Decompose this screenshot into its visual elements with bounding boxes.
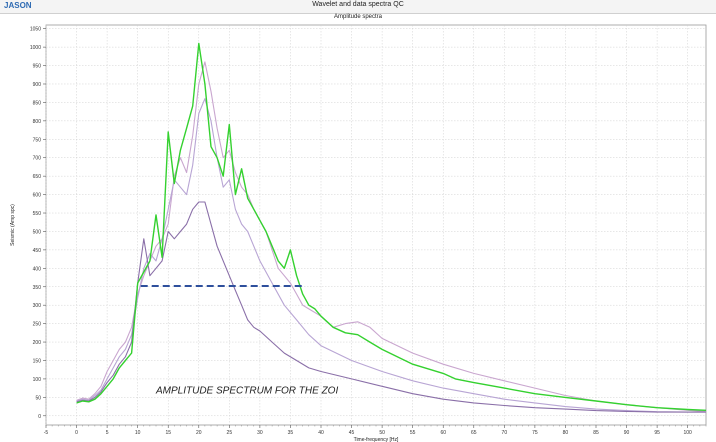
series-line [76,201,706,413]
y-tick-label: 700 [33,156,42,162]
y-tick-label: 750 [33,137,42,143]
x-tick-label: 50 [379,430,385,436]
y-tick-label: 250 [33,322,42,328]
x-tick-label: -5 [44,430,49,436]
x-tick-label: 70 [502,430,508,436]
x-tick-label: 0 [75,430,78,436]
y-tick-label: 1050 [30,27,41,33]
y-tick-label: 0 [38,414,41,420]
x-tick-label: 75 [532,430,538,436]
x-tick-label: 30 [257,430,263,436]
series-line [76,42,707,411]
y-tick-label: 50 [35,395,41,401]
x-axis-label: Time-frequency [Hz] [354,437,399,442]
y-tick-label: 500 [33,229,42,235]
x-tick-label: 35 [288,430,294,436]
x-tick-label: 15 [165,430,171,436]
x-tick-label: 60 [440,430,446,436]
y-tick-label: 900 [33,82,42,88]
chart-title: Amplitude spectra [333,14,383,20]
x-tick-label: 10 [135,430,141,436]
y-tick-label: 150 [33,358,42,364]
x-tick-label: 65 [471,430,477,436]
x-tick-label: 90 [624,430,630,436]
x-tick-label: 20 [196,430,202,436]
app-logo: JASON [4,1,32,10]
plot-area [45,24,707,426]
y-tick-label: 350 [33,285,42,291]
y-tick-label: 400 [33,266,42,272]
x-tick-label: 25 [227,430,233,436]
x-tick-label: 55 [410,430,416,436]
y-tick-label: 550 [33,211,42,217]
x-tick-label: 80 [563,430,569,436]
y-tick-label: 600 [33,193,42,199]
title-bar: JASON Wavelet and data spectra QC [0,0,716,14]
y-tick-label: 200 [33,340,42,346]
x-tick-label: 95 [654,430,660,436]
y-tick-label: 1000 [30,45,41,51]
series-line [76,98,706,413]
y-tick-label: 950 [33,64,42,70]
series-line [76,61,707,412]
y-tick-label: 100 [33,377,42,383]
x-tick-label: 45 [349,430,355,436]
y-tick-label: 450 [33,248,42,254]
x-tick-label: 85 [593,430,599,436]
window-title: Wavelet and data spectra QC [312,1,404,8]
annotation-text: AMPLITUDE SPECTRUM FOR THE ZOI [155,386,338,397]
y-axis-label: Seismic (Amp spc) [10,204,16,246]
x-tick-label: 5 [106,430,109,436]
y-tick-label: 800 [33,119,42,125]
y-tick-label: 850 [33,100,42,106]
y-tick-label: 650 [33,174,42,180]
x-tick-label: 100 [683,430,692,436]
y-tick-label: 300 [33,303,42,309]
x-tick-label: 40 [318,430,324,436]
